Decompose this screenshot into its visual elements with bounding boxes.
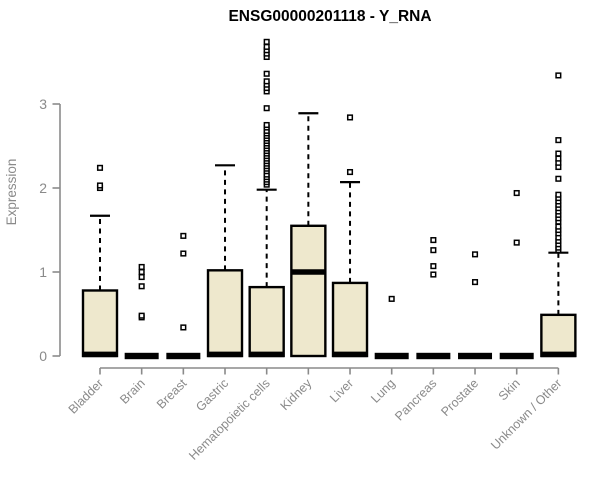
outlier-point (388, 295, 395, 302)
collapsed-box (374, 352, 409, 360)
outlier-point (513, 239, 520, 246)
y-tick-label: 0 (39, 348, 47, 364)
box-iqr (331, 281, 369, 358)
outlier-point (180, 324, 187, 331)
box-iqr (290, 224, 327, 358)
outlier-point (555, 150, 562, 157)
outlier-point (430, 247, 437, 254)
outlier-point (513, 189, 520, 197)
collapsed-box (166, 352, 201, 360)
outlier-point (471, 279, 479, 286)
outlier-point (555, 72, 562, 79)
outlier-point (555, 155, 562, 162)
collapsed-box (124, 352, 159, 360)
outlier-point (263, 78, 270, 85)
outlier-point (138, 283, 145, 290)
collapsed-box (458, 352, 493, 360)
outlier-point (180, 232, 187, 239)
outlier-point (555, 223, 562, 230)
collapsed-box (499, 352, 534, 360)
outlier-point (263, 38, 270, 45)
outlier-point (263, 105, 270, 112)
outlier-point (555, 191, 562, 198)
outlier-point (96, 164, 104, 171)
collapsed-box (416, 352, 451, 360)
outlier-point (263, 43, 270, 50)
outlier-point (180, 250, 187, 257)
y-tick-label: 2 (39, 180, 47, 196)
outlier-point (430, 237, 437, 244)
outlier-point (138, 263, 145, 271)
chart-title: ENSG00000201118 - Y_RNA (228, 8, 431, 25)
outlier-point (430, 263, 437, 270)
outlier-point (96, 182, 104, 189)
y-tick-label: 1 (39, 264, 47, 280)
box-iqr (206, 269, 244, 358)
outlier-point (471, 251, 479, 258)
outlier-point (138, 268, 145, 276)
outlier-point (430, 271, 437, 278)
outlier-point (346, 114, 354, 121)
box-iqr (248, 285, 285, 358)
box-iqr (81, 289, 119, 358)
y-tick-label: 3 (39, 96, 47, 112)
outlier-point (263, 121, 270, 129)
outlier-point (555, 175, 562, 182)
outlier-point (555, 137, 562, 144)
outlier-point (263, 70, 270, 77)
outlier-point (346, 168, 354, 176)
box-iqr (540, 313, 577, 358)
outlier-point (138, 273, 145, 281)
y-axis-label: Expression (4, 159, 19, 226)
outlier-point (138, 312, 145, 319)
